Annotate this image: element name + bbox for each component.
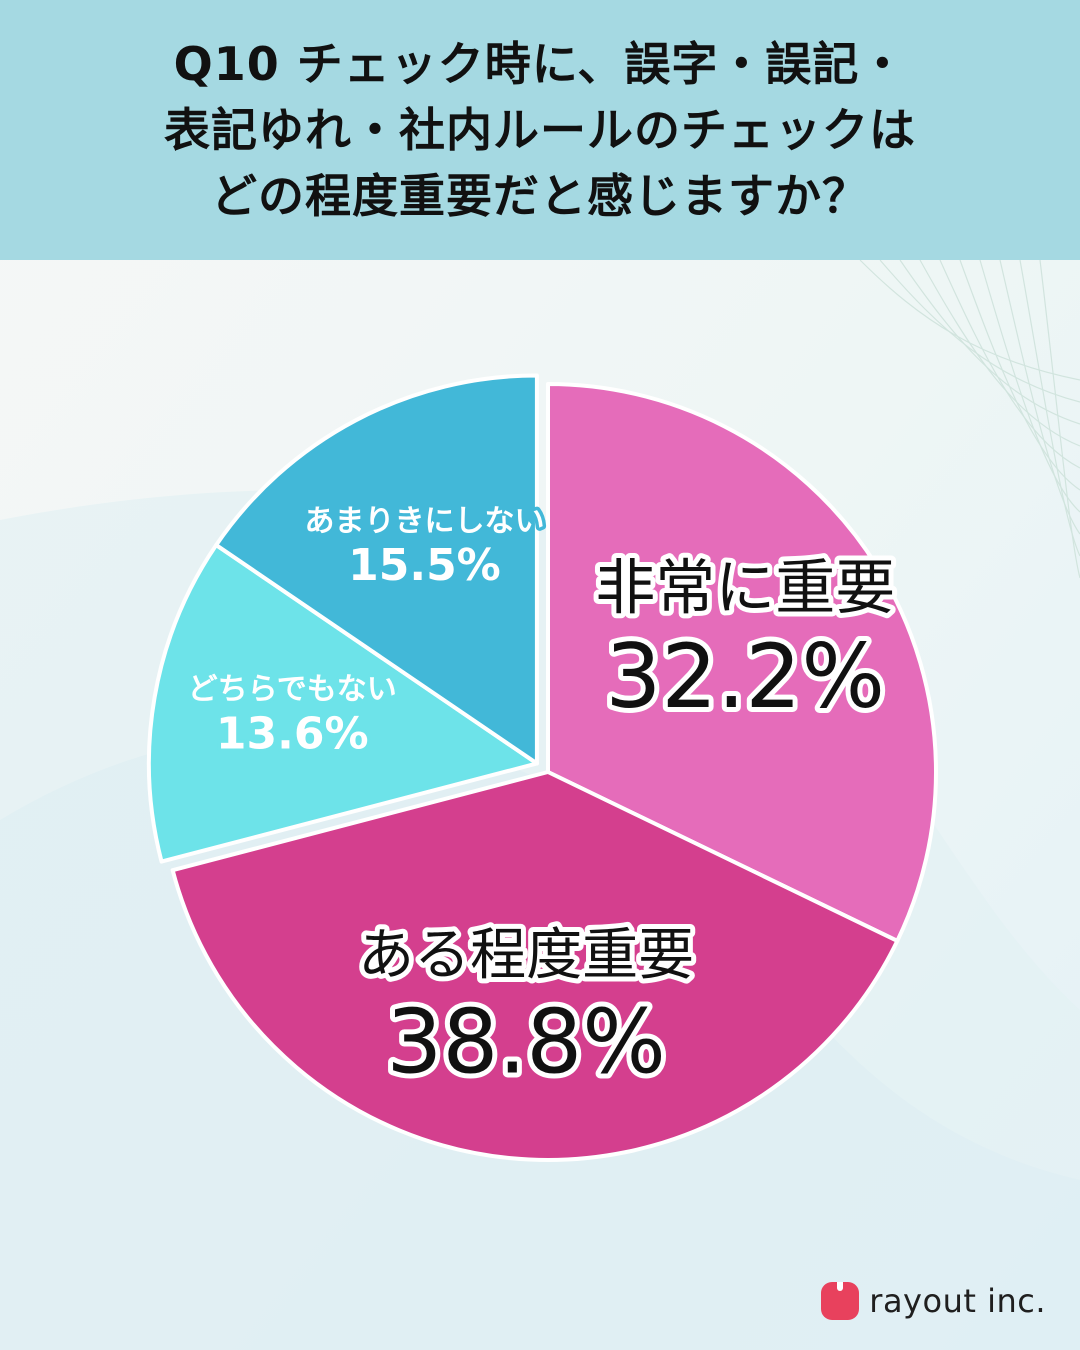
slice-value-ある程度重要: 38.8%: [386, 991, 666, 1094]
pie-slice-どちらでもない: [146, 543, 539, 864]
slice-value-あまりきにしない: 15.5%: [348, 540, 501, 591]
pie-slices: [146, 373, 938, 1162]
brand-mark-icon: [821, 1282, 860, 1320]
pie-slice-非常に重要: [546, 382, 938, 943]
brand-logo: rayout inc.: [821, 1282, 1046, 1320]
slice-value-非常に重要: 32.2%: [605, 625, 885, 728]
pie-slice-あまりきにしない: [214, 373, 539, 766]
header: Q10 チェック時に、誤字・誤記・ 表記ゆれ・社内ルールのチェックは どの程度重…: [0, 0, 1080, 260]
slice-label-ある程度重要: ある程度重要: [358, 923, 694, 988]
pie-slice-ある程度重要: [170, 770, 900, 1162]
slice-value-どちらでもない: 13.6%: [216, 708, 369, 759]
slice-label-あまりきにしない: あまりきにしない: [304, 504, 544, 539]
title-line-1: Q10 チェック時に、誤字・誤記・: [173, 37, 907, 91]
title-line-3: どの程度重要だと感じますか？: [211, 169, 869, 223]
slice-label-非常に重要: 非常に重要: [595, 553, 895, 623]
brand-name: rayout inc.: [869, 1282, 1046, 1320]
slice-label-どちらでもない: どちらでもない: [188, 672, 397, 707]
title-line-2: 表記ゆれ・社内ルールのチェックは: [164, 103, 916, 157]
